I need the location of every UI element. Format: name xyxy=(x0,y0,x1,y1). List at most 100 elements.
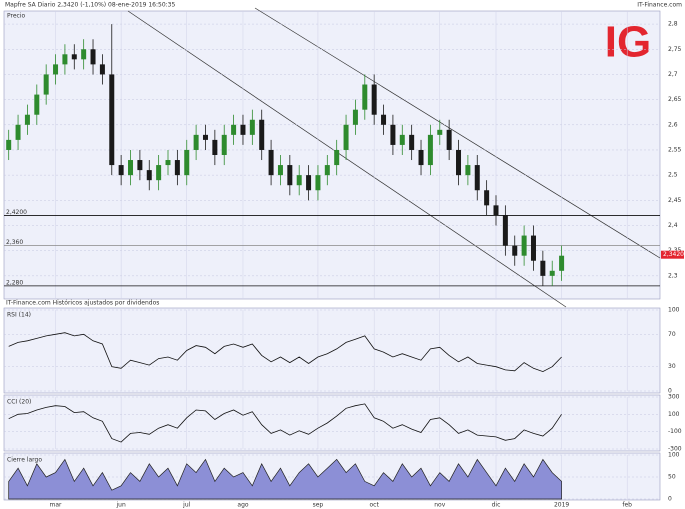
candle-body xyxy=(315,175,321,191)
candle-body xyxy=(109,74,115,166)
candle-body xyxy=(62,54,68,65)
x-tick-label: sep xyxy=(313,502,324,509)
y-tick-label: 2,5 xyxy=(668,172,678,179)
candle-body xyxy=(540,260,546,276)
candle-body xyxy=(484,190,490,206)
x-tick-label: dic xyxy=(492,502,501,509)
cci-panel xyxy=(3,394,661,452)
candle-body xyxy=(409,134,415,150)
line xyxy=(8,332,562,373)
y-tick-label: 2,55 xyxy=(668,146,682,153)
y-tick-label: 2,75 xyxy=(668,46,682,53)
y-tick-label: 100 xyxy=(668,452,680,459)
y-tick-label: 100 xyxy=(668,307,680,314)
source: IT-Finance.com xyxy=(637,2,682,9)
candle-body xyxy=(6,139,12,150)
candle-body xyxy=(559,255,565,271)
candle-body xyxy=(249,119,255,135)
candle-body xyxy=(156,165,162,181)
candle-body xyxy=(202,134,208,140)
candle-body xyxy=(90,49,96,65)
candle-body xyxy=(231,124,237,135)
candle-body xyxy=(446,129,452,150)
x-tick-label: jun xyxy=(116,502,126,509)
candle-body xyxy=(549,270,555,276)
candle-body xyxy=(324,165,330,176)
candle-body xyxy=(146,170,152,181)
candle-body xyxy=(493,205,499,216)
candle-body xyxy=(165,160,171,166)
candle-body xyxy=(381,114,387,125)
y-tick-label: 300 xyxy=(668,394,680,401)
candle-body xyxy=(530,235,536,261)
trend-line xyxy=(254,7,661,259)
x-tick-label: ago xyxy=(237,502,248,509)
candle-body xyxy=(99,64,105,75)
y-tick-label: 2,3 xyxy=(668,272,678,279)
candle-body xyxy=(418,149,424,166)
candle-body xyxy=(334,149,340,166)
y-tick-label: 0 xyxy=(668,388,672,395)
candle-body xyxy=(427,134,433,166)
panel-title: CCI (20) xyxy=(7,399,31,406)
candle-body xyxy=(399,134,405,145)
level-label: 2,360 xyxy=(6,239,23,246)
y-tick-label: 2,35 xyxy=(668,247,682,254)
y-tick-label: 0 xyxy=(668,496,672,503)
candle-body xyxy=(137,160,143,171)
candle-body xyxy=(362,84,368,110)
y-tick-label: 100 xyxy=(668,411,680,418)
y-tick-label: 70 xyxy=(668,331,676,338)
candle-body xyxy=(128,160,134,176)
level-label: 2,4200 xyxy=(6,209,27,216)
y-tick-label: 2,65 xyxy=(668,96,682,103)
candle-body xyxy=(512,245,518,256)
candle-body xyxy=(352,109,358,125)
candle-body xyxy=(212,139,218,155)
y-tick-label: -100 xyxy=(668,428,682,435)
rsi-panel xyxy=(3,307,661,394)
candle-body xyxy=(268,149,274,176)
x-tick-label: nov xyxy=(434,502,445,509)
x-tick-label: 2019 xyxy=(554,502,569,509)
line xyxy=(8,403,562,443)
candle-body xyxy=(502,215,508,246)
y-tick-label: 30 xyxy=(668,363,676,370)
candle-body xyxy=(15,124,21,140)
candle-body xyxy=(118,165,124,176)
candle-body xyxy=(240,124,246,135)
candle-body xyxy=(437,129,443,135)
candle-body xyxy=(259,119,265,150)
candle-body xyxy=(287,165,293,186)
candle-body xyxy=(343,124,349,150)
candle-body xyxy=(371,84,377,115)
candle-body xyxy=(474,165,480,191)
candle-body xyxy=(465,165,471,176)
area xyxy=(8,458,562,500)
last-price-box xyxy=(661,250,684,259)
y-tick-label: 2,4 xyxy=(668,222,678,229)
candle-body xyxy=(24,114,30,125)
candle-body xyxy=(71,54,77,60)
candle-body xyxy=(53,64,59,75)
candle-body xyxy=(221,134,227,155)
candle-body xyxy=(277,165,283,176)
x-tick-label: oct xyxy=(370,502,380,509)
candle-body xyxy=(390,124,396,145)
note: IT-Finance.com Históricos ajustados por … xyxy=(6,300,159,307)
candle-body xyxy=(456,149,462,176)
x-tick-label: jul xyxy=(182,502,190,509)
candle-body xyxy=(193,134,199,150)
candle-body xyxy=(521,235,527,256)
panel-title: Cierre largo xyxy=(7,457,42,464)
candle-body xyxy=(296,175,302,186)
candle-body xyxy=(184,149,190,176)
x-tick-label: feb xyxy=(622,502,632,509)
panel-title: Precio xyxy=(7,13,26,20)
y-tick-label: 2,7 xyxy=(668,71,678,78)
candle-body xyxy=(81,49,87,60)
y-tick-label: -300 xyxy=(668,446,682,453)
candle-body xyxy=(34,94,40,115)
logo: IG xyxy=(605,18,651,67)
header-title: Mapfre SA Diario 2,3420 (-1,10%) 08-ene-… xyxy=(5,2,175,9)
